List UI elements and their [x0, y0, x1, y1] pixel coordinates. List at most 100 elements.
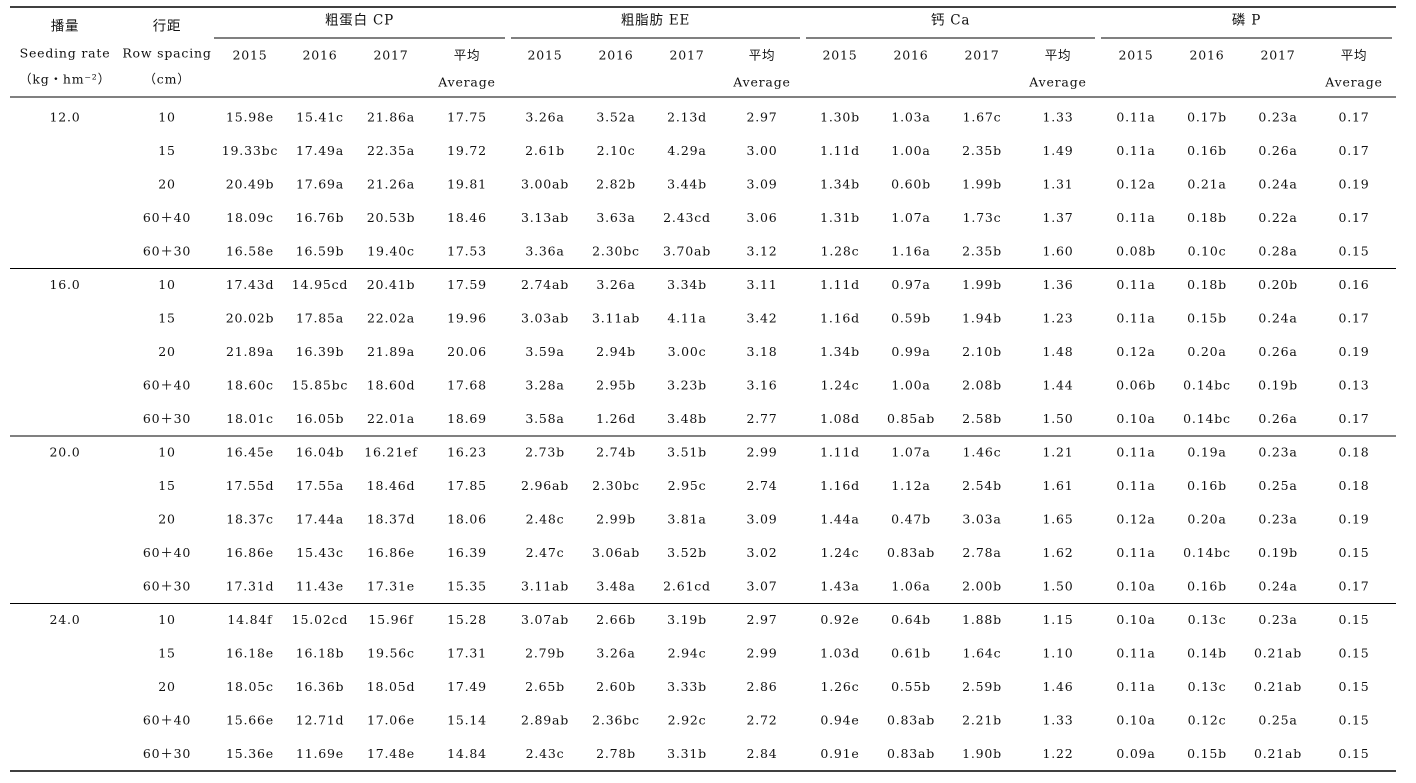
cell: 0.83ab [887, 713, 935, 728]
cell: 0.16b [1187, 579, 1227, 594]
cell: 16.59b [296, 244, 345, 259]
cell: 18.37c [226, 512, 274, 527]
cell: 0.23a [1258, 445, 1297, 460]
cell: 0.12c [1188, 713, 1227, 728]
cell: 1.43a [820, 579, 859, 594]
cell: 0.20a [1187, 344, 1226, 359]
cell: 2.65b [525, 679, 565, 694]
cell: 3.06 [746, 210, 777, 225]
cell: 0.15 [1338, 746, 1369, 761]
cell: 3.26a [525, 110, 564, 125]
cell: 3.70ab [663, 244, 711, 259]
cell: 2.72 [746, 713, 777, 728]
average-header: Average [437, 75, 495, 90]
cell: 0.14b [1187, 646, 1227, 661]
cell: 0.17 [1338, 110, 1369, 125]
cell: 0.99a [891, 344, 930, 359]
cell: 16.86e [367, 545, 415, 560]
cell: 3.06ab [592, 545, 640, 560]
cell: 14.95cd [292, 277, 348, 292]
cell: 17.75 [447, 110, 487, 125]
cell: 0.15 [1338, 545, 1369, 560]
cell: 18.09c [226, 210, 274, 225]
cell: 16.05b [296, 411, 345, 426]
cell: 1.11d [820, 277, 860, 292]
cell: 0.18b [1187, 277, 1227, 292]
cell: 18.05c [226, 679, 274, 694]
cell: 15.85bc [292, 378, 348, 393]
cell: 1.06a [891, 579, 930, 594]
cell: 1.16a [891, 244, 930, 259]
cell: 0.17 [1338, 411, 1369, 426]
cell: 1.62 [1042, 545, 1073, 560]
cell: 3.28a [525, 378, 564, 393]
cell: 20.06 [447, 344, 487, 359]
cell: 0.17 [1338, 210, 1369, 225]
cell: 2.47c [526, 545, 565, 560]
cell: 19.96 [447, 311, 487, 326]
cell: 17.06e [367, 713, 415, 728]
cell: 1.44 [1042, 378, 1073, 393]
cell: 0.15 [1338, 679, 1369, 694]
cell: 3.00ab [521, 177, 569, 192]
cell: 15.43c [296, 545, 344, 560]
cell: 3.09 [746, 512, 777, 527]
cell: 0.12a [1116, 512, 1155, 527]
cell: 0.18 [1338, 478, 1369, 493]
cell: 1.73c [963, 210, 1002, 225]
cell: 0.17 [1338, 579, 1369, 594]
cell: 0.11a [1116, 210, 1155, 225]
cell: 21.89a [226, 344, 274, 359]
cell: 2.79b [525, 646, 565, 661]
cell: 0.19b [1258, 545, 1298, 560]
year-header: 2017 [964, 48, 999, 63]
cell: 19.72 [447, 143, 487, 158]
cell: 16.36b [296, 679, 345, 694]
cell: 2.35b [962, 244, 1002, 259]
cell: 0.21a [1187, 177, 1226, 192]
cell: 16.23 [447, 445, 487, 460]
cell: 3.48b [667, 411, 707, 426]
cell: 0.23a [1258, 512, 1297, 527]
cell: 21.89a [367, 344, 415, 359]
cell: 3.11ab [521, 579, 569, 594]
cell: 2.78a [962, 545, 1001, 560]
cell: 22.02a [367, 311, 415, 326]
cell: 2.77 [746, 411, 777, 426]
cell: 16.58e [226, 244, 274, 259]
cell: 3.12 [746, 244, 777, 259]
average-header: 平均 [1341, 48, 1368, 63]
cell: 19.81 [447, 177, 487, 192]
cell: 3.51b [667, 445, 707, 460]
group-header: 粗蛋白 CP [325, 13, 394, 29]
cell: 1.03d [820, 646, 860, 661]
cell: 2.94b [596, 344, 636, 359]
cell: 11.69e [296, 746, 344, 761]
cell: 2.13d [667, 110, 707, 125]
cell: 17.43d [226, 277, 275, 292]
row-spacing: 20 [158, 177, 176, 192]
cell: 0.12a [1116, 177, 1155, 192]
cell: 2.00b [962, 579, 1002, 594]
cell: 3.07ab [521, 612, 569, 627]
cell: 0.11a [1116, 545, 1155, 560]
cell: 1.50 [1042, 579, 1073, 594]
year-header: 2017 [669, 48, 704, 63]
cell: 0.83ab [887, 545, 935, 560]
cell: 0.21ab [1254, 746, 1302, 761]
year-header: 2017 [1260, 48, 1295, 63]
cell: 17.48e [367, 746, 415, 761]
cell: 16.39 [447, 545, 487, 560]
cell: 3.00c [668, 344, 707, 359]
cell: 17.49a [296, 143, 344, 158]
cell: 2.84 [746, 746, 777, 761]
cell: 0.14bc [1183, 545, 1231, 560]
cell: 2.30bc [592, 244, 640, 259]
cell: 2.43cd [663, 210, 711, 225]
header-cell: （cm） [143, 72, 190, 87]
cell: 0.11a [1116, 110, 1155, 125]
cell: 1.36 [1042, 277, 1073, 292]
cell: 1.44a [820, 512, 859, 527]
cell: 2.96ab [521, 478, 569, 493]
cell: 1.99b [962, 277, 1002, 292]
